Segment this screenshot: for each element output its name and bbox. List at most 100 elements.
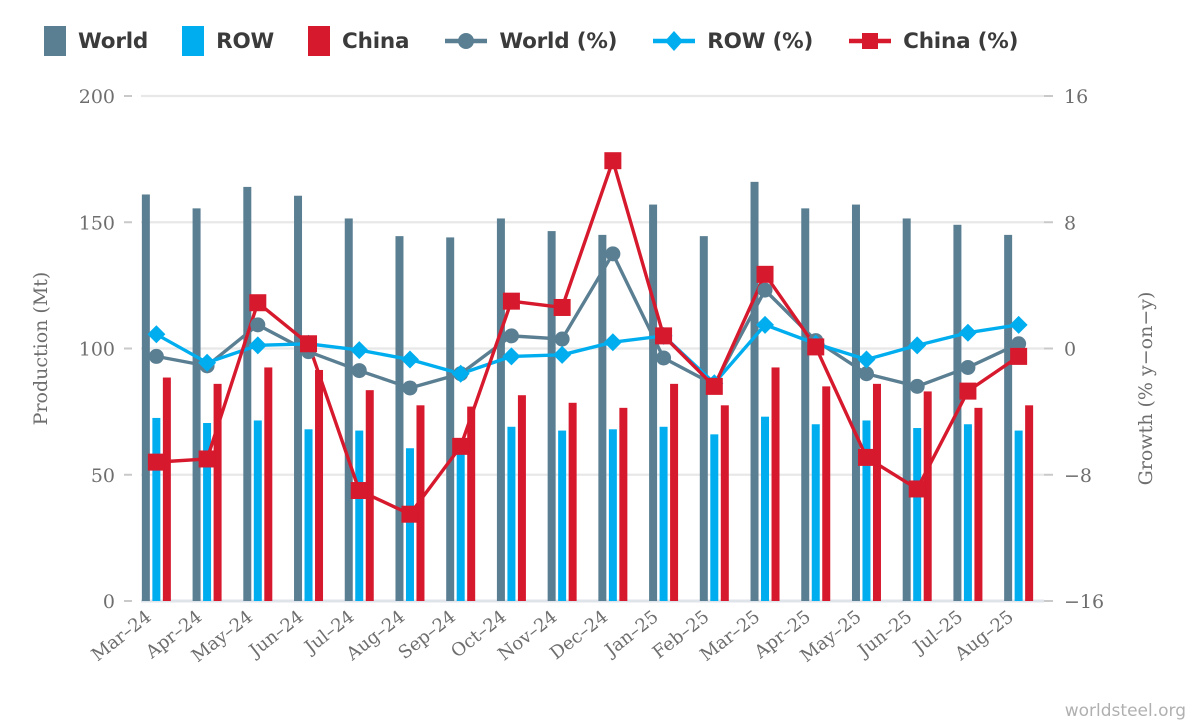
bar-china-Aug–24 bbox=[416, 405, 425, 601]
line-china- bbox=[156, 159, 1020, 516]
legend-item-label: World (%) bbox=[499, 28, 618, 54]
bar-row-Jul–24 bbox=[355, 430, 364, 601]
bar-world-Aug–25 bbox=[1004, 234, 1013, 601]
marker-row-pct bbox=[400, 350, 419, 369]
y-axis-tick-label: 100 bbox=[79, 339, 115, 361]
bar-row-Dec–24 bbox=[608, 429, 617, 601]
x-axis-tick-label: Mar–24 bbox=[88, 606, 156, 665]
bar-world-Mar–25 bbox=[750, 181, 759, 601]
square-swatch-icon bbox=[182, 26, 205, 56]
y2-axis-tick-label: −8 bbox=[1064, 465, 1092, 487]
legend-item-world[interactable]: World bbox=[44, 26, 148, 56]
line-row- bbox=[155, 323, 1019, 385]
marker-china-pct bbox=[959, 382, 977, 400]
marker-china-pct bbox=[249, 294, 267, 312]
worldsteel-watermark: worldsteel.org bbox=[1064, 701, 1186, 721]
legend-item-label: World bbox=[78, 28, 149, 54]
legend-item-world[interactable]: World (%) bbox=[443, 28, 617, 54]
bar-world-Aug–24 bbox=[395, 236, 404, 601]
marker-china-pct bbox=[908, 480, 926, 498]
bar-china-Aug–25 bbox=[1025, 405, 1034, 601]
bar-world-Feb–25 bbox=[699, 236, 708, 601]
legend-item-row[interactable]: ROW (%) bbox=[651, 28, 813, 54]
marker-china-pct bbox=[857, 448, 875, 466]
y-axis-tick-label: 200 bbox=[79, 86, 115, 108]
bar-world-Apr–25 bbox=[801, 208, 810, 602]
bar-world-Oct–24 bbox=[496, 218, 505, 601]
marker-world-pct bbox=[960, 359, 976, 375]
legend-item-label: ROW (%) bbox=[707, 28, 814, 54]
marker-row-pct bbox=[198, 353, 217, 372]
bar-row-Aug–24 bbox=[405, 448, 414, 601]
marker-china-pct bbox=[147, 453, 165, 471]
bar-china-Nov–24 bbox=[568, 402, 577, 601]
bar-world-Sep–24 bbox=[446, 237, 455, 601]
bar-china-Mar–25 bbox=[771, 367, 780, 601]
bar-row-Jun–24 bbox=[304, 429, 313, 601]
y-axis-tick-label: 150 bbox=[79, 212, 115, 234]
bar-china-Oct–24 bbox=[517, 395, 526, 601]
bar-china-Jul–25 bbox=[974, 407, 983, 601]
line-world- bbox=[156, 252, 1020, 390]
y2-axis-tick-label: 8 bbox=[1064, 212, 1076, 234]
bar-china-Apr–25 bbox=[822, 386, 831, 601]
y-axis-tick-label: 50 bbox=[91, 465, 115, 487]
marker-china-pct bbox=[401, 505, 419, 523]
marker-world-pct bbox=[503, 328, 519, 344]
marker-row-pct bbox=[350, 341, 369, 360]
marker-world-pct bbox=[402, 380, 418, 396]
bar-china-May–25 bbox=[872, 383, 881, 601]
y2-axis-title: Growth (% y−on−y) bbox=[1135, 292, 1157, 486]
bar-row-Apr–25 bbox=[811, 424, 820, 601]
bar-row-Nov–24 bbox=[558, 430, 567, 601]
marker-china-pct bbox=[198, 450, 216, 468]
legend-item-row[interactable]: ROW bbox=[182, 26, 274, 56]
bar-row-Jul–25 bbox=[963, 424, 972, 601]
bar-china-Mar–24 bbox=[162, 377, 171, 601]
marker-row-pct bbox=[502, 347, 521, 366]
chart-legend: World ROW China World (%) ROW (%) China (%) bbox=[44, 24, 1052, 58]
bar-china-Jun–25 bbox=[923, 391, 932, 601]
marker-china-pct bbox=[452, 437, 470, 455]
y2-axis-tick-label: 16 bbox=[1064, 86, 1088, 108]
bar-china-Apr–24 bbox=[213, 383, 222, 601]
marker-world-pct bbox=[148, 348, 164, 364]
marker-row-pct bbox=[1009, 315, 1028, 334]
square-swatch-icon bbox=[44, 26, 66, 56]
marker-world-pct bbox=[757, 282, 773, 298]
y2-axis-tick-label: −16 bbox=[1064, 591, 1104, 613]
marker-world-pct bbox=[909, 378, 925, 394]
bar-world-Jun–25 bbox=[902, 218, 911, 601]
bar-world-Jul–24 bbox=[344, 218, 353, 601]
marker-row-pct bbox=[553, 345, 572, 364]
marker-china-pct bbox=[300, 335, 318, 353]
marker-row-pct bbox=[147, 325, 166, 344]
marker-row-pct bbox=[603, 333, 622, 352]
bar-world-Mar–24 bbox=[141, 194, 150, 601]
bar-china-Sep–24 bbox=[467, 406, 476, 601]
bar-world-Jan–25 bbox=[649, 204, 658, 601]
diamond-marker-icon bbox=[653, 31, 696, 51]
marker-china-pct bbox=[502, 292, 520, 310]
marker-china-pct bbox=[350, 482, 368, 500]
legend-item-china[interactable]: China bbox=[308, 26, 410, 56]
y-axis-tick-label: 0 bbox=[103, 591, 115, 613]
marker-world-pct bbox=[858, 366, 874, 382]
marker-row-pct bbox=[857, 350, 876, 369]
marker-china-pct bbox=[756, 265, 774, 283]
y2-axis-tick-label: 0 bbox=[1064, 339, 1076, 361]
bar-world-May–25 bbox=[851, 204, 860, 601]
marker-row-pct bbox=[756, 315, 775, 334]
x-axis-tick-label: Sep–24 bbox=[395, 606, 460, 663]
legend-item-china[interactable]: China (%) bbox=[847, 28, 1018, 54]
marker-world-pct bbox=[250, 317, 266, 333]
bar-row-Feb–25 bbox=[710, 434, 719, 601]
marker-world-pct bbox=[656, 350, 672, 366]
legend-item-label: China (%) bbox=[903, 28, 1019, 54]
marker-china-pct bbox=[604, 152, 622, 170]
marker-world-pct bbox=[554, 331, 570, 347]
y-axis-title: Production (Mt) bbox=[30, 272, 52, 426]
bar-china-Dec–24 bbox=[619, 407, 628, 601]
x-axis-tick-label: Jun–25 bbox=[853, 606, 917, 662]
